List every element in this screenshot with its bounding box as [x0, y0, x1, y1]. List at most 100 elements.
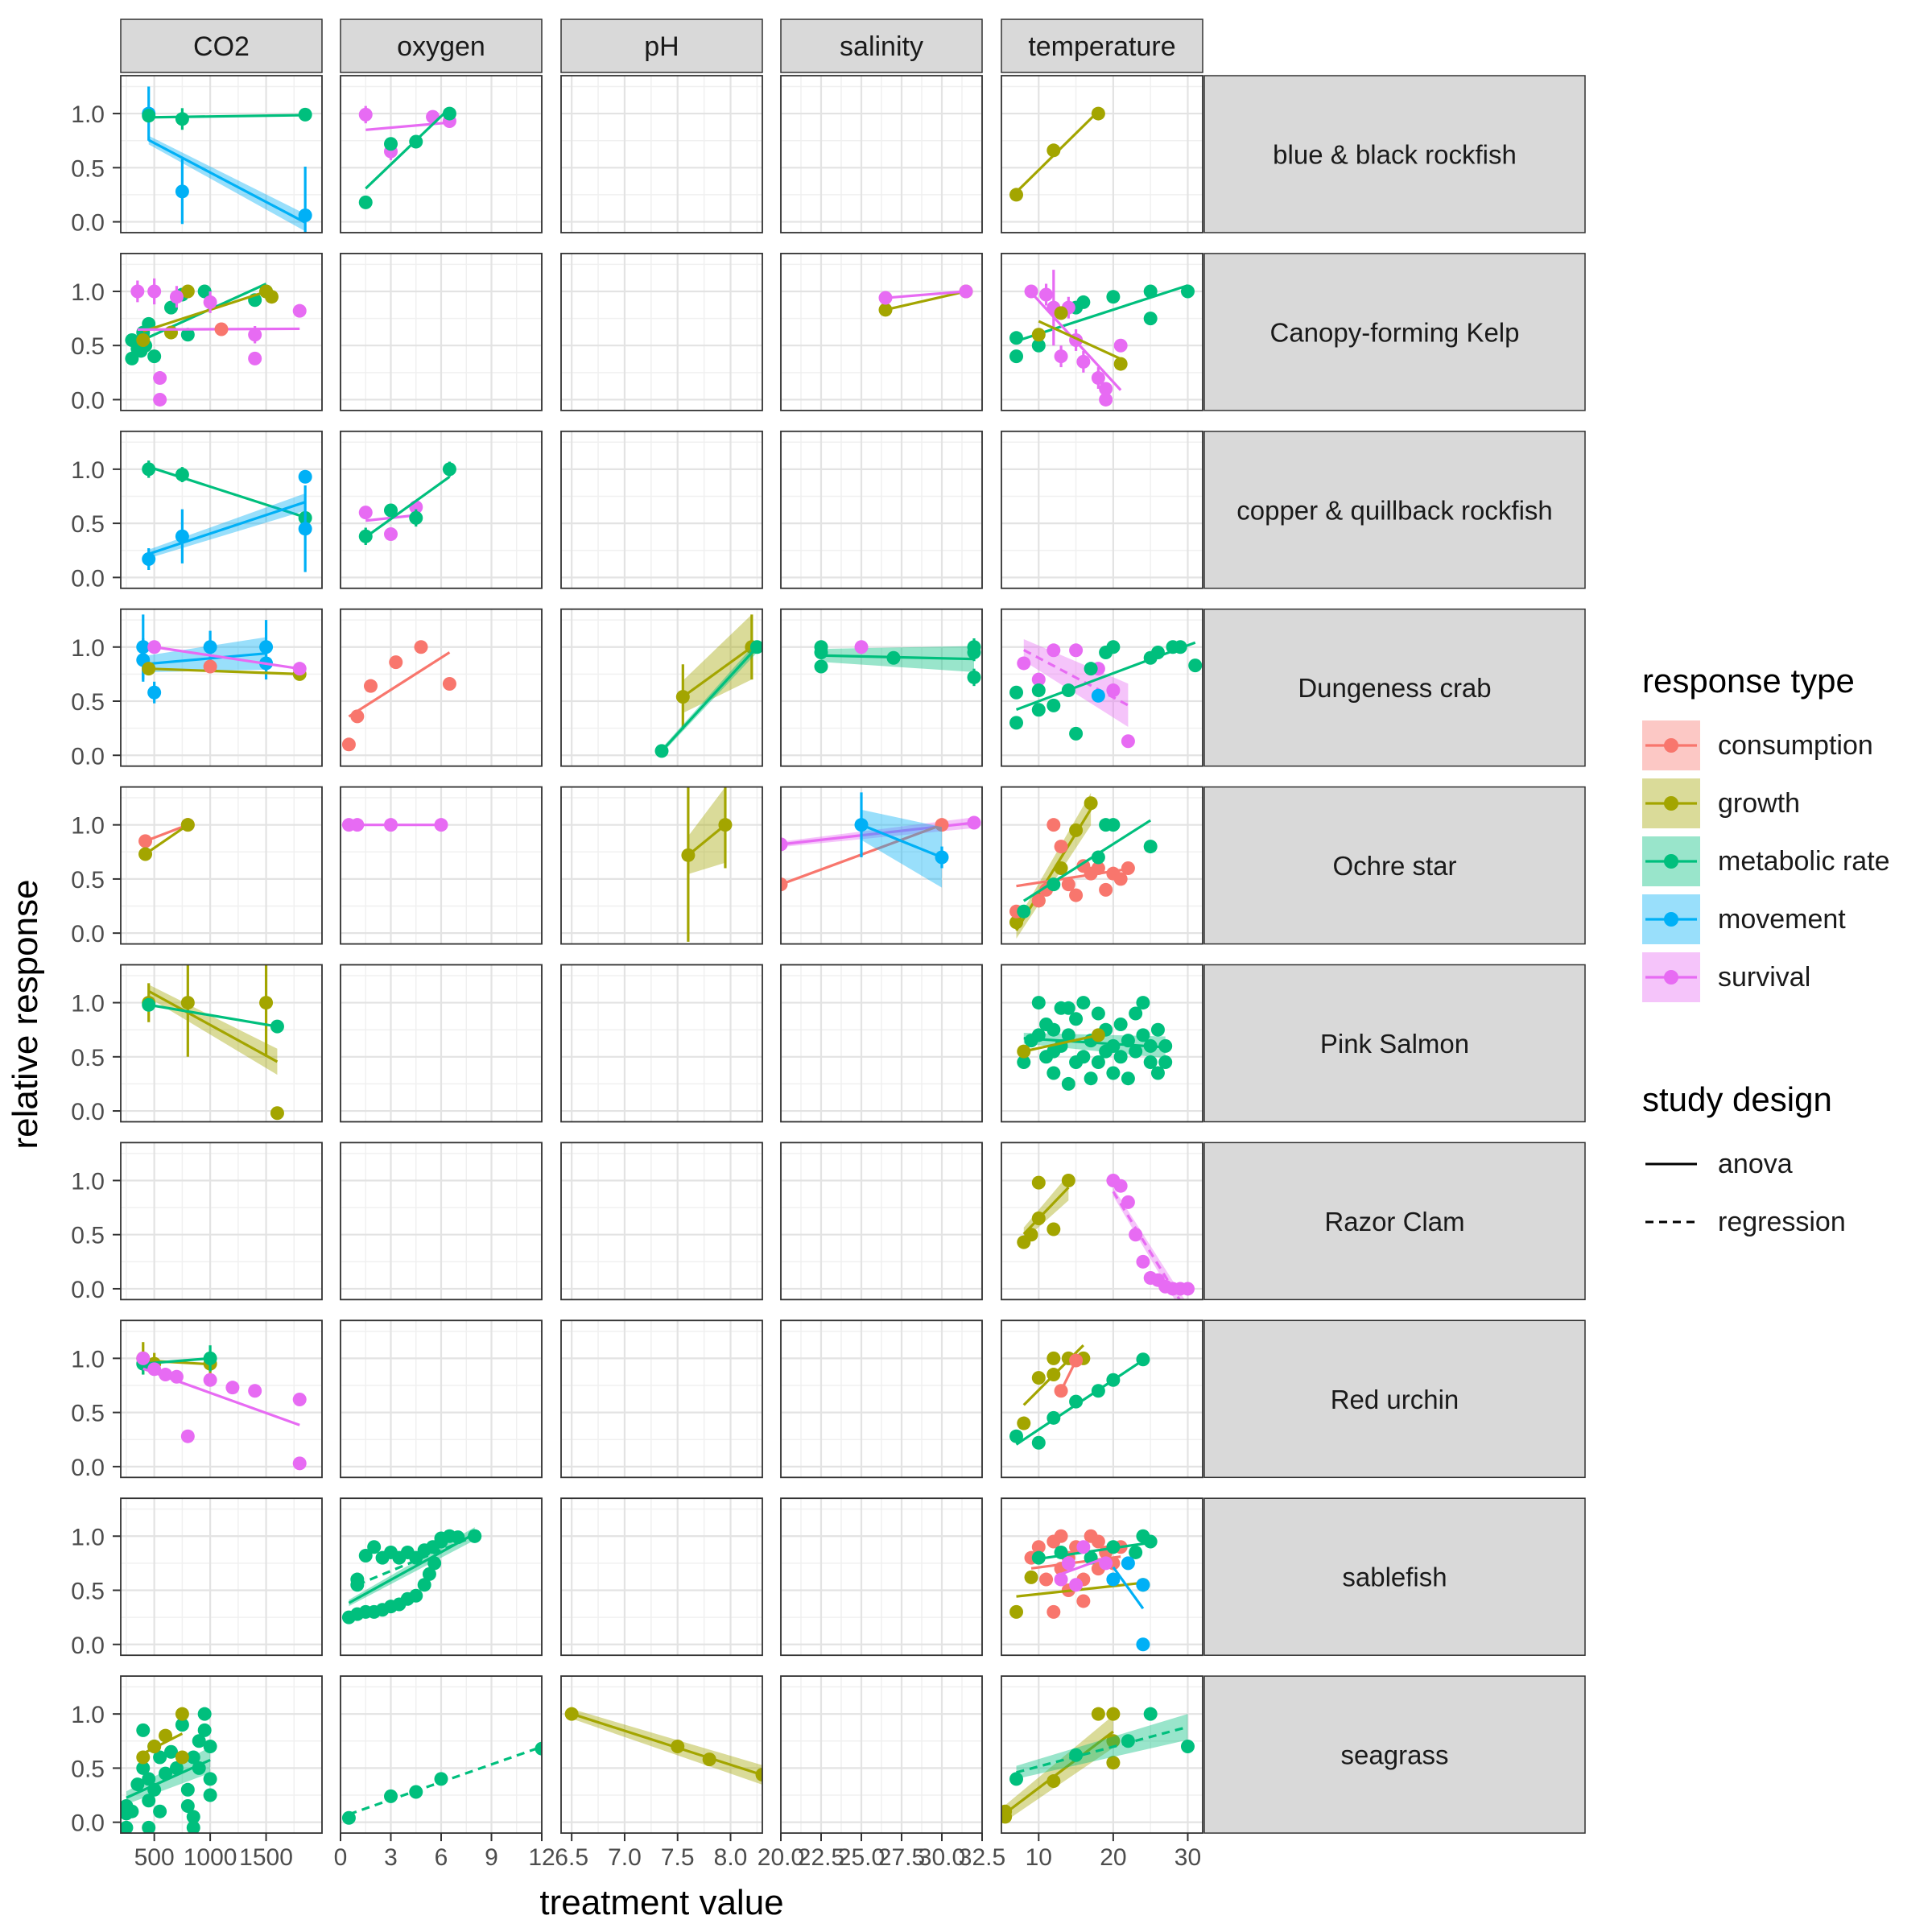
panel-border: [560, 252, 763, 411]
panel-grid: [121, 253, 322, 411]
data-point: [1031, 1212, 1046, 1226]
data-point: [427, 1556, 442, 1571]
panel-grid: [561, 786, 762, 944]
fit-line: [1112, 1191, 1182, 1300]
data-point: [1031, 1435, 1046, 1450]
data-point: [1076, 1050, 1091, 1064]
panel-border: [780, 430, 983, 589]
data-point: [350, 818, 365, 832]
panel-background: [1001, 76, 1203, 233]
y-tick-label: 1.0: [71, 101, 105, 128]
panel-border: [1001, 430, 1203, 589]
data-point: [298, 208, 312, 222]
facet-panel: [1001, 1319, 1203, 1479]
fit-line: [348, 1532, 476, 1604]
data-point: [1046, 143, 1061, 158]
row-strip: [1203, 1675, 1586, 1834]
panel-data: [1009, 106, 1105, 202]
data-point: [1031, 1175, 1046, 1190]
panel-border: [780, 608, 983, 767]
panel-border: [780, 1675, 983, 1835]
facet-panel: [779, 75, 984, 233]
data-point: [1121, 861, 1135, 875]
data-point: [1069, 1578, 1084, 1592]
panel-data: [358, 461, 456, 546]
y-tick-label: 0.0: [71, 1099, 105, 1125]
data-point: [1084, 1071, 1098, 1086]
data-point: [1106, 1756, 1121, 1770]
y-tick-label: 0.5: [71, 689, 105, 716]
data-point: [138, 834, 153, 848]
data-point: [248, 328, 262, 342]
x-tick-label: 7.0: [608, 1844, 642, 1871]
legend: response type consumption growth metabolic…: [1642, 662, 1890, 1237]
data-point: [248, 351, 262, 365]
data-point: [1129, 1228, 1143, 1242]
data-point: [147, 640, 162, 654]
panel-data: [1017, 1173, 1195, 1300]
data-point: [1106, 1038, 1121, 1053]
data-point: [203, 1740, 217, 1754]
row-strip: [1203, 1319, 1586, 1479]
facet-panel: [779, 252, 984, 411]
col-strip: [1001, 19, 1203, 73]
fit-line: [144, 824, 188, 843]
legend-key-point: [1664, 738, 1678, 753]
row-strip-label: Razor Clam: [1324, 1207, 1464, 1236]
data-point: [755, 1767, 762, 1781]
panel-background: [561, 1498, 762, 1656]
panel-border: [120, 1319, 323, 1479]
data-point: [1180, 1740, 1195, 1754]
panel-grid: [339, 253, 543, 411]
labels-layer: relative response treatment value CO2 oxy…: [6, 19, 1586, 1922]
data-point: [175, 1707, 189, 1721]
data-point: [1076, 295, 1091, 309]
data-point: [341, 737, 356, 752]
data-point: [1061, 1076, 1075, 1091]
panel-data: [125, 278, 307, 407]
facet-panel: [1001, 430, 1203, 589]
facet-panel: [339, 1675, 543, 1835]
data-point: [298, 469, 312, 484]
data-point: [1121, 1195, 1135, 1209]
data-point: [1069, 823, 1084, 837]
panel-data: [1009, 1344, 1150, 1450]
data-point: [389, 655, 403, 670]
data-point: [1009, 685, 1024, 700]
data-point: [265, 290, 279, 304]
data-point: [1046, 1022, 1061, 1037]
legend-label: regression: [1718, 1207, 1846, 1237]
data-point: [1136, 996, 1150, 1010]
data-point: [1031, 894, 1046, 908]
data-point: [1121, 734, 1135, 749]
data-point: [298, 107, 312, 122]
panel-background: [121, 1676, 322, 1834]
data-point: [180, 996, 195, 1010]
data-point: [1113, 1179, 1128, 1193]
facet-panel: [560, 786, 763, 945]
data-point: [1143, 1038, 1158, 1053]
data-point: [1121, 1556, 1135, 1571]
data-point: [367, 1540, 382, 1554]
data-point: [1069, 888, 1084, 902]
panel-border: [120, 608, 323, 767]
data-point: [1091, 1384, 1105, 1398]
data-point: [1180, 284, 1195, 299]
facet-panel: [339, 1141, 543, 1301]
data-point: [854, 818, 869, 832]
data-point: [175, 112, 189, 126]
panel-border: [340, 1319, 543, 1479]
x-tick-label: 20: [1100, 1844, 1126, 1871]
panel-data: [121, 1707, 217, 1834]
data-point: [1143, 284, 1158, 299]
data-point: [180, 1429, 195, 1443]
row-strip: [1203, 253, 1586, 411]
facet-panel: [560, 75, 763, 233]
data-point: [159, 1766, 173, 1781]
data-point: [564, 1707, 579, 1721]
data-point: [1031, 672, 1046, 687]
legend-label: growth: [1718, 788, 1800, 819]
data-point: [203, 1351, 217, 1365]
fit-line: [365, 121, 450, 131]
confidence-band: [861, 809, 942, 888]
